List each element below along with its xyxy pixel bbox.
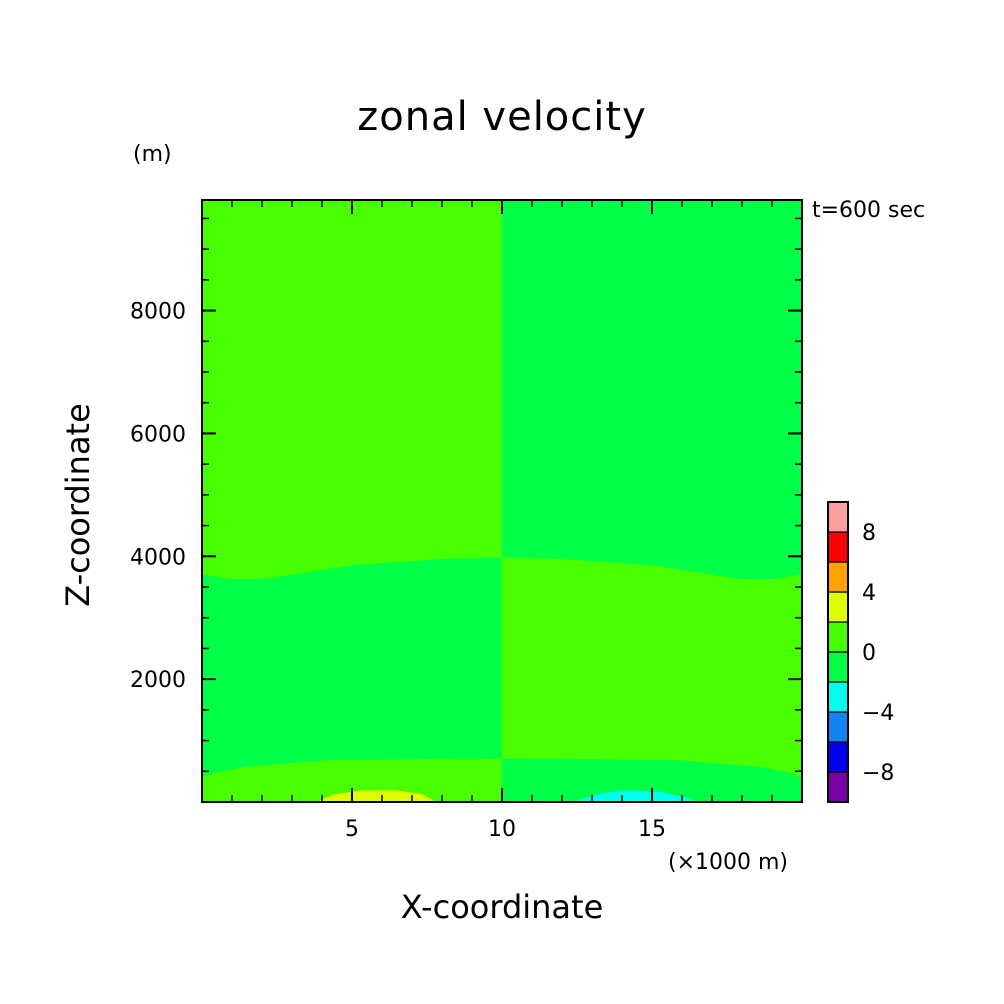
colorbar-tick-label: −8 <box>862 761 894 786</box>
y-tick-label: 2000 <box>130 668 186 693</box>
colorbar-swatch <box>827 711 849 743</box>
colorbar-swatch <box>827 501 849 533</box>
x-tick-label: 10 <box>488 817 516 842</box>
colorbar-tick-label: 8 <box>862 521 876 546</box>
contour-region-middle-right <box>501 557 803 778</box>
y-axis-unit: (m) <box>133 142 172 167</box>
y-tick-label: 8000 <box>130 300 186 325</box>
colorbar-swatch <box>827 621 849 653</box>
colorbar-swatch <box>827 561 849 593</box>
plot-axes: 5 10 15 2000 4000 6000 8000 <box>130 199 803 842</box>
y-tick-label: 4000 <box>130 545 186 570</box>
contour-region-upper-right <box>501 199 803 580</box>
colorbar-tick-label: −4 <box>862 701 894 726</box>
contour-region-upper-left <box>201 199 503 580</box>
time-annotation: t=600 sec <box>812 198 926 223</box>
contour-regions <box>201 199 803 803</box>
colorbar-frame <box>827 501 849 803</box>
chart-title: zonal velocity <box>357 94 647 140</box>
colorbar-swatch <box>827 651 849 683</box>
colorbar-swatch <box>827 741 849 773</box>
colorbar-swatch <box>827 681 849 713</box>
colorbar-tick-label: 0 <box>862 641 876 666</box>
x-tick-label: 15 <box>638 817 666 842</box>
colorbar-swatch <box>827 531 849 563</box>
colorbar-swatch <box>827 591 849 623</box>
y-tick-label: 6000 <box>130 422 186 447</box>
colorbar: −8 −4 0 4 8 <box>827 501 894 803</box>
x-axis-unit: (×1000 m) <box>668 850 789 875</box>
x-axis-label: X-coordinate <box>400 888 604 926</box>
contour-region-middle-left <box>201 557 503 778</box>
colorbar-swatch <box>827 771 849 803</box>
x-tick-label: 5 <box>345 817 359 842</box>
colorbar-tick-label: 4 <box>862 581 876 606</box>
